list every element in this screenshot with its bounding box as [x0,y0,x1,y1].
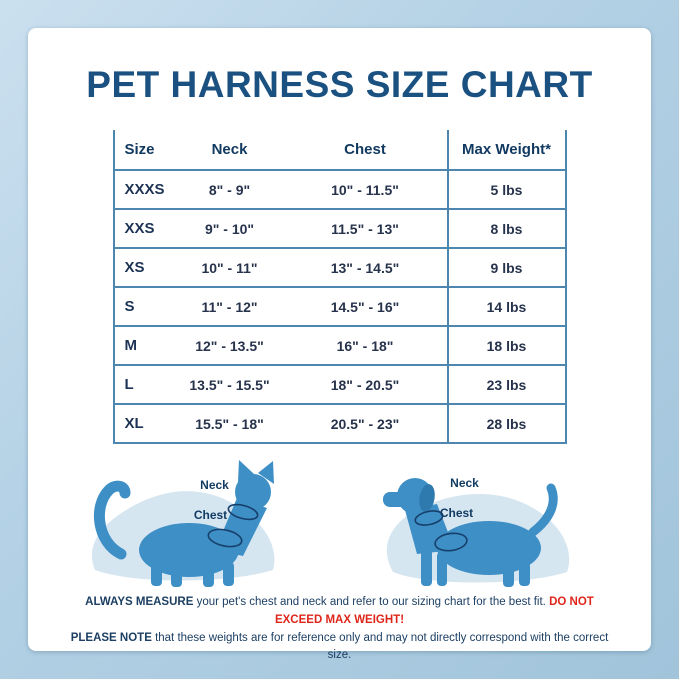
dog-chest-label: Chest [439,506,474,520]
size-chart-table: Size Neck Chest Max Weight* XXXS 8" - 9"… [112,130,567,444]
footer-warning: DO NOT EXCEED MAX WEIGHT! [274,596,594,626]
neck-cell: 15.5" - 18" [195,415,264,432]
neck-cell: 10" - 11" [201,259,258,276]
page-title: PET HARNESS SIZE CHART [86,64,593,105]
header-neck: Neck [211,141,248,158]
footer-please-note: PLEASE NOTE [70,631,152,644]
footer-measure-text: your pet's chest and neck and refer to o… [193,596,550,608]
footer-line-1: ALWAYS MEASURE your pet's chest and neck… [60,594,619,630]
neck-cell: 13.5" - 15.5" [189,376,270,393]
dog-neck-measure-line [413,510,444,526]
max-weight-cell: 5 lbs [446,170,566,209]
max-weight-cell: 23 lbs [446,365,566,404]
dog-chest-measure-line [433,532,468,552]
cat-tail [93,480,130,560]
table-row: XXS 9" - 10" 11.5" - 13" 8 lbs [113,209,566,248]
chest-cell: 11.5" - 13" [331,220,399,237]
cat-figure-svg [91,460,274,587]
dog-ear [418,484,435,512]
footer-always-measure: ALWAYS MEASURE [85,596,194,608]
footer-line-2: PLEASE NOTE that these weights are for r… [60,630,619,666]
neck-cell: 11" - 12" [201,298,258,315]
cat-neck-label: Neck [200,478,229,492]
table-row: S 11" - 12" 14.5" - 16" 14 lbs [113,287,566,326]
size-chart-card: PET HARNESS SIZE CHART Size Neck Chest M… [28,28,651,661]
chest-cell: 13" - 14.5" [330,259,400,276]
cat-illustration: Neck Chest [77,456,317,588]
size-cell: XL [124,415,144,432]
header-chest: Chest [344,141,386,158]
dog-tail [528,483,558,537]
size-cell: S [124,298,135,315]
max-weight-cell: 14 lbs [446,287,566,326]
chest-cell: 16" - 18" [336,337,394,354]
table-row: XXXS 8" - 9" 10" - 11.5" 5 lbs [113,170,566,209]
table-row: M 12" - 13.5" 16" - 18" 18 lbs [113,326,566,365]
neck-cell: 12" - 13.5" [195,337,264,354]
footer-note: ALWAYS MEASURE your pet's chest and neck… [28,594,651,665]
footer-note-text: that these weights are for reference onl… [151,631,609,662]
chest-cell: 18" - 20.5" [330,376,400,393]
cat-chest-label: Chest [193,508,228,522]
dog-figure-svg [382,478,569,587]
table-header-row: Size Neck Chest Max Weight* [113,130,566,170]
cat-neck-measure-line [227,503,258,521]
chest-cell: 20.5" - 23" [330,415,400,432]
chest-cell: 10" - 11.5" [331,181,399,198]
measurement-figures: Neck Chest N [28,456,651,588]
size-cell: XS [124,259,145,276]
header-size: Size [124,141,155,158]
max-weight-cell: 28 lbs [446,404,566,443]
max-weight-cell: 9 lbs [446,248,566,287]
dog-illustration: Neck Chest [363,456,603,588]
max-weight-cell: 18 lbs [446,326,566,365]
table-row: XL 15.5" - 18" 20.5" - 23" 28 lbs [113,404,566,443]
header-max-weight: Max Weight* [446,130,566,170]
neck-cell: 9" - 10" [204,220,255,237]
dog-neck-label: Neck [450,476,479,490]
table-row: L 13.5" - 15.5" 18" - 20.5" 23 lbs [113,365,566,404]
size-cell: L [124,376,134,393]
table-row: XS 10" - 11" 13" - 14.5" 9 lbs [113,248,566,287]
size-cell: XXS [124,220,155,237]
size-cell: M [124,337,138,354]
size-cell: XXXS [124,181,165,198]
cat-silhouette [138,460,274,587]
max-weight-cell: 8 lbs [446,209,566,248]
cat-chest-measure-line [206,528,243,548]
chest-cell: 14.5" - 16" [330,298,400,315]
neck-cell: 8" - 9" [208,181,251,198]
